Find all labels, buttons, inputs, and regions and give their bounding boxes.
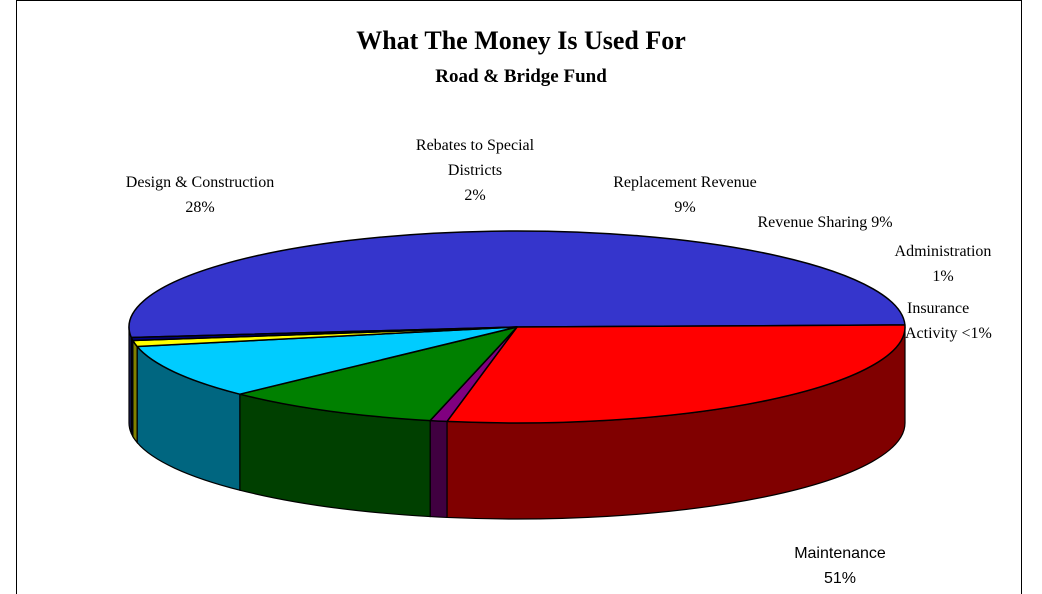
label-insurance-activity: Insurance Activity <1% (885, 296, 1035, 346)
pie-slice-3 (239, 326, 518, 422)
label-line: Maintenance (794, 545, 886, 562)
label-line: Administration (894, 243, 992, 260)
label-line: 1% (932, 268, 954, 285)
label-line: Replacement Revenue (613, 174, 757, 191)
label-line: Design & Construction (125, 174, 275, 191)
label-line: Revenue Sharing 9% (757, 214, 893, 231)
label-design-construction: Design & Construction 28% (80, 170, 320, 220)
pie-slice-0 (128, 230, 906, 339)
pie-slice-1 (446, 324, 906, 424)
chart-border (16, 0, 1022, 594)
label-line: 28% (185, 199, 215, 216)
label-line: 2% (464, 187, 486, 204)
label-line: 9% (674, 199, 696, 216)
chart-title: What The Money Is Used For (356, 26, 686, 55)
label-administration: Administration 1% (868, 239, 1018, 289)
pie-side-2 (429, 419, 448, 519)
label-revenue-sharing: Revenue Sharing 9% (735, 210, 915, 235)
pie-slice-6 (130, 326, 518, 342)
label-line: Rebates to Special (415, 137, 535, 154)
label-line: Insurance (907, 300, 970, 317)
chart-subtitle: Road & Bridge Fund (435, 66, 607, 87)
label-rebates: Rebates to Special Districts 2% (375, 133, 575, 208)
pie-side-5 (132, 338, 138, 445)
label-maintenance: Maintenance 51% (770, 541, 910, 591)
label-line: Districts (447, 162, 503, 179)
label-line: 51% (823, 570, 857, 587)
label-replacement-revenue: Replacement Revenue 9% (575, 170, 795, 220)
pie-slice-4 (136, 326, 518, 395)
pie-side-6 (130, 337, 134, 439)
label-line: Activity <1% (905, 325, 992, 342)
